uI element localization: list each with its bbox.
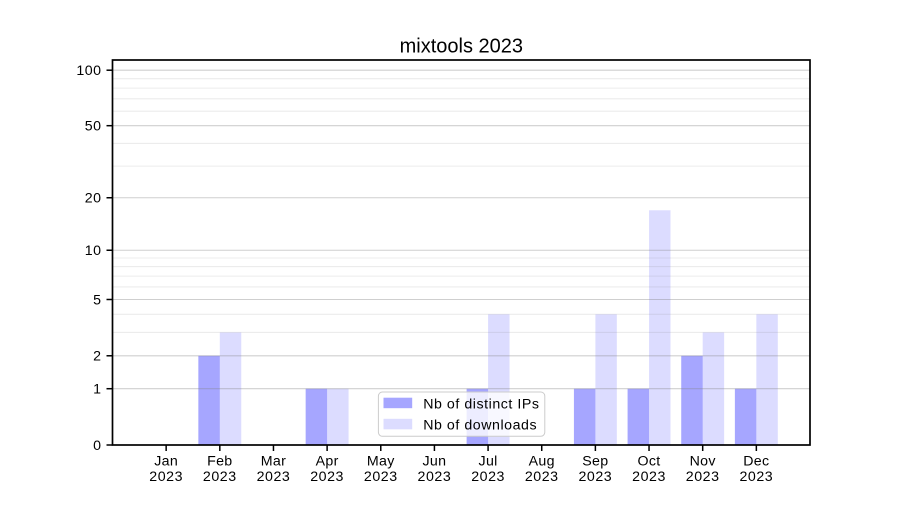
svg-text:0: 0 — [93, 438, 101, 454]
svg-text:Feb: Feb — [207, 454, 232, 470]
svg-text:2023: 2023 — [578, 469, 612, 485]
svg-text:2023: 2023 — [632, 469, 666, 485]
svg-text:2023: 2023 — [525, 469, 559, 485]
svg-text:20: 20 — [85, 191, 102, 207]
svg-text:Nov: Nov — [690, 454, 717, 470]
svg-text:Nb of distinct IPs: Nb of distinct IPs — [423, 397, 539, 413]
svg-text:50: 50 — [85, 118, 102, 134]
svg-text:Jul: Jul — [479, 454, 498, 470]
svg-text:2: 2 — [93, 349, 101, 365]
svg-text:Dec: Dec — [743, 454, 769, 470]
svg-text:5: 5 — [93, 292, 101, 308]
svg-text:Jun: Jun — [423, 454, 447, 470]
svg-text:Nb of downloads: Nb of downloads — [423, 418, 537, 434]
svg-text:Apr: Apr — [316, 454, 339, 470]
svg-text:May: May — [367, 454, 395, 470]
svg-text:2023: 2023 — [364, 469, 398, 485]
svg-text:1: 1 — [93, 382, 101, 398]
svg-text:2023: 2023 — [739, 469, 773, 485]
svg-text:Jan: Jan — [154, 454, 178, 470]
svg-text:Sep: Sep — [582, 454, 608, 470]
svg-text:Mar: Mar — [261, 454, 286, 470]
svg-text:Oct: Oct — [638, 454, 661, 470]
svg-text:2023: 2023 — [203, 469, 237, 485]
svg-text:10: 10 — [85, 243, 102, 259]
svg-text:2023: 2023 — [310, 469, 344, 485]
svg-text:2023: 2023 — [418, 469, 452, 485]
svg-text:Aug: Aug — [529, 454, 555, 470]
svg-text:2023: 2023 — [471, 469, 505, 485]
svg-text:2023: 2023 — [257, 469, 291, 485]
svg-text:2023: 2023 — [149, 469, 183, 485]
svg-text:2023: 2023 — [686, 469, 720, 485]
svg-text:mixtools 2023: mixtools 2023 — [400, 36, 523, 58]
svg-text:100: 100 — [76, 63, 101, 79]
